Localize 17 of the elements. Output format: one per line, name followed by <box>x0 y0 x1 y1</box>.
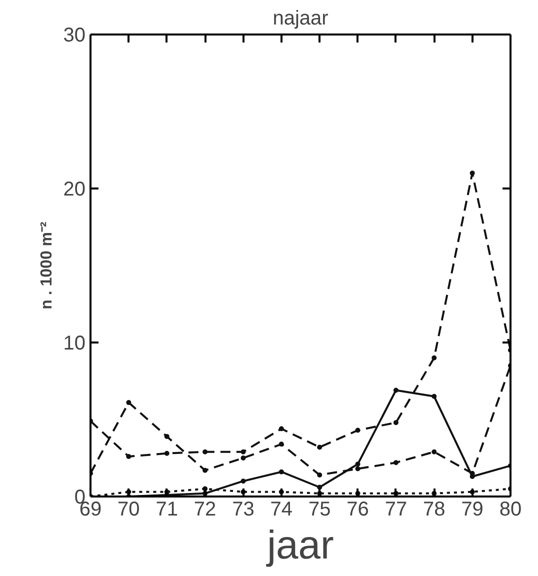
x-tick-label: 72 <box>194 498 216 520</box>
x-tick-label: 71 <box>156 498 178 520</box>
x-tick-label: 75 <box>308 498 331 520</box>
x-tick-label: 79 <box>461 498 484 520</box>
y-axis-title: n . 1000 m⁻² <box>38 222 56 310</box>
x-tick-label: 78 <box>423 498 446 520</box>
x-tick-label: 73 <box>232 498 254 520</box>
y-tick-label: 10 <box>63 332 86 354</box>
x-tick-label: 76 <box>346 498 369 520</box>
x-tick-label: 70 <box>118 498 140 520</box>
x-tick-label: 74 <box>270 498 293 520</box>
y-tick-label: 20 <box>63 178 86 200</box>
chart-title: najaar <box>272 8 329 30</box>
y-tick-label: 30 <box>63 24 86 46</box>
x-tick-label: 80 <box>499 498 522 520</box>
x-axis-title: jaar <box>266 524 334 568</box>
x-tick-label: 77 <box>384 498 408 520</box>
